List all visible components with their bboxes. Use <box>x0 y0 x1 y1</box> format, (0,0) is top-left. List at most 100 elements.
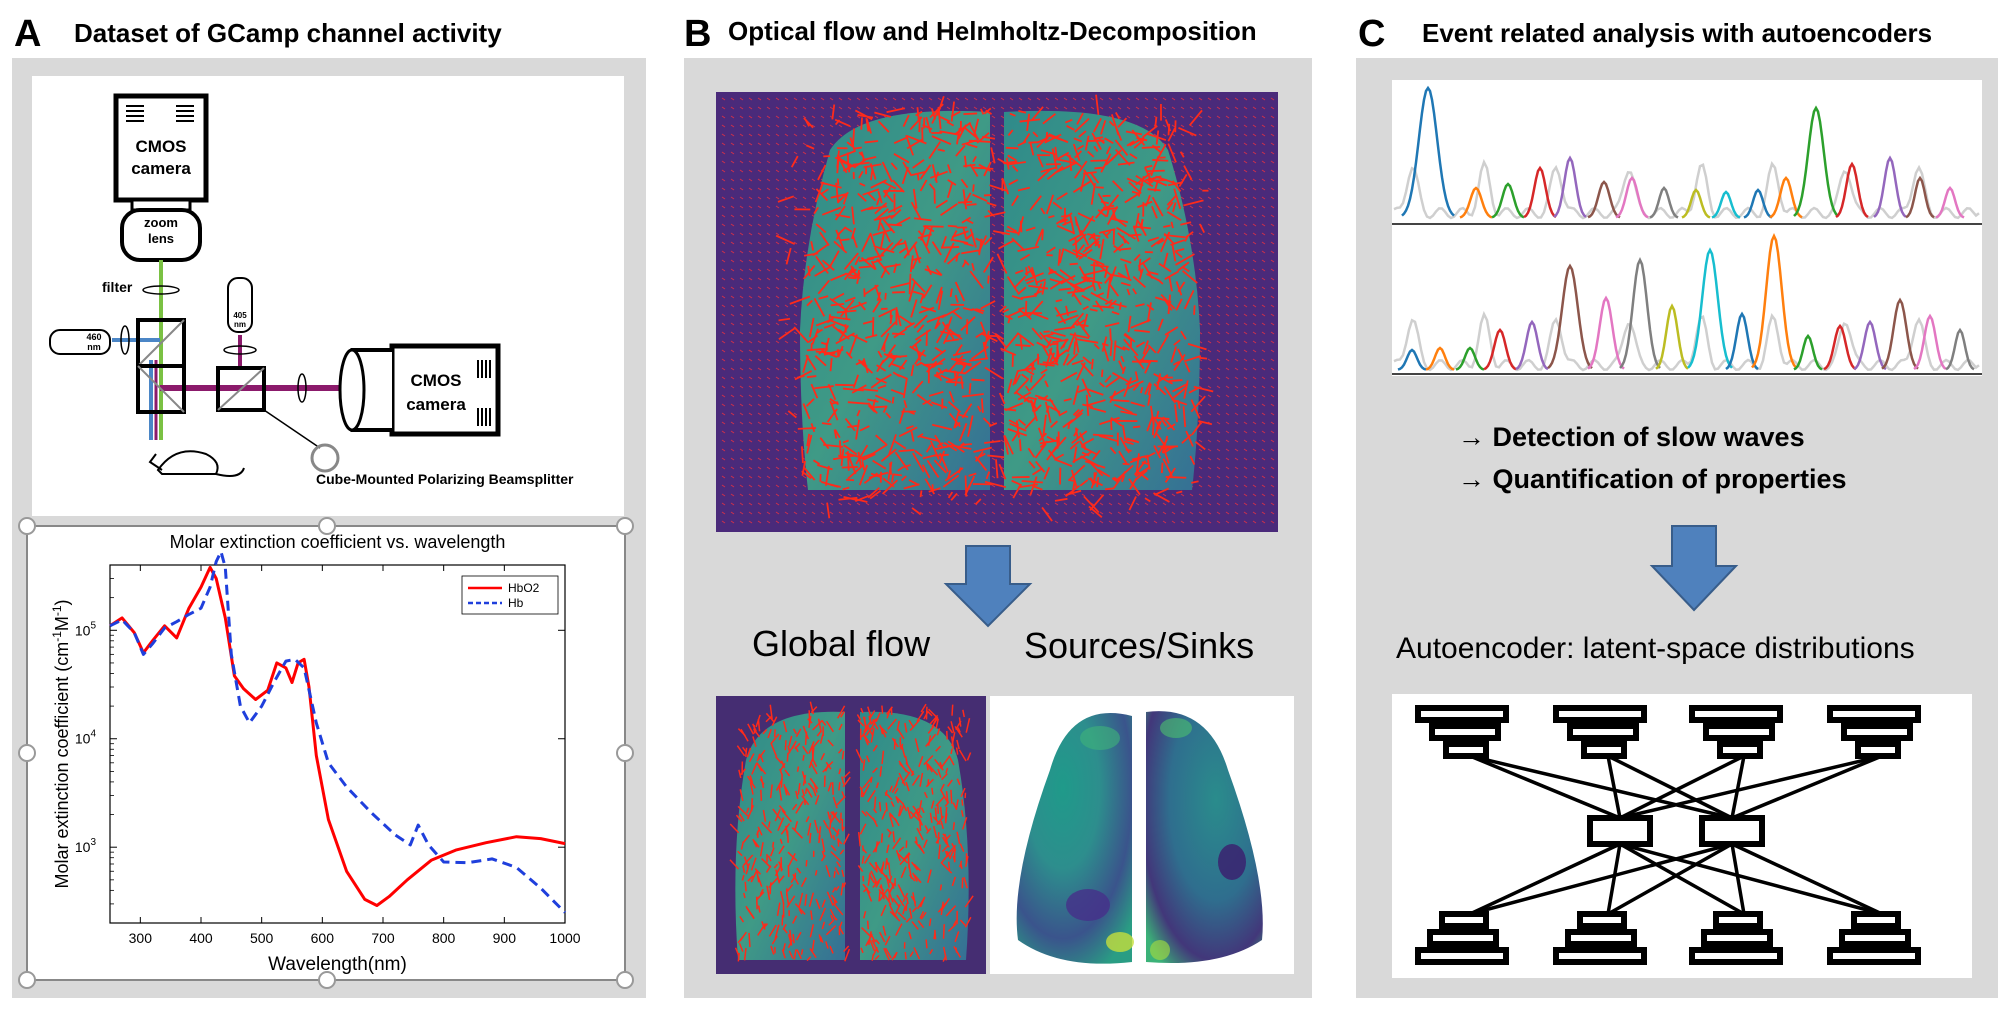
flow-arrow <box>1137 200 1153 209</box>
flow-arrow <box>1132 384 1140 391</box>
vector-mark <box>730 259 735 263</box>
vector-mark <box>991 493 996 497</box>
global-flow-arrow <box>929 812 933 823</box>
global-flow-arrow <box>786 884 794 892</box>
flow-arrow <box>1172 386 1187 399</box>
global-flow-arrow <box>895 904 901 915</box>
vector-mark <box>1270 367 1275 371</box>
global-flow-arrow <box>746 747 752 758</box>
flow-arrow <box>1173 353 1186 372</box>
panel-a-letter: A <box>14 13 41 55</box>
flow-arrow <box>1118 360 1125 372</box>
flow-arrow <box>812 459 821 465</box>
vector-mark <box>874 115 879 119</box>
vector-mark <box>1234 475 1239 479</box>
flow-arrow <box>928 390 944 397</box>
flow-arrow <box>864 140 879 144</box>
vector-mark <box>1243 493 1248 497</box>
flow-arrow <box>1035 460 1046 473</box>
sources-sinks-label: Sources/Sinks <box>1024 625 1254 666</box>
vector-mark <box>784 133 789 137</box>
flow-arrow <box>1040 207 1046 215</box>
flow-arrow <box>969 270 984 289</box>
global-flow-arrow <box>942 836 950 848</box>
flow-arrow <box>962 126 980 141</box>
vector-mark <box>1054 520 1059 524</box>
vector-mark <box>1243 115 1248 119</box>
vector-mark <box>1135 493 1140 497</box>
flow-arrow <box>901 475 907 482</box>
flow-arrow <box>962 393 984 398</box>
vector-mark <box>775 376 780 380</box>
vector-mark <box>766 106 771 110</box>
vector-mark <box>910 520 915 524</box>
flow-arrow <box>1146 302 1152 323</box>
flow-arrow <box>1111 209 1117 222</box>
vector-mark <box>730 412 735 416</box>
vector-mark <box>1225 331 1230 335</box>
vector-mark <box>748 331 753 335</box>
global-flow-arrow <box>759 842 764 857</box>
global-flow-arrow <box>793 949 797 960</box>
vector-mark <box>1270 178 1275 182</box>
global-flow-arrow <box>838 768 842 775</box>
flow-arrow <box>983 256 994 273</box>
global-flow-arrow <box>812 719 823 731</box>
vector-mark <box>721 232 726 236</box>
vector-mark <box>1261 295 1266 299</box>
vector-mark <box>1126 493 1131 497</box>
flow-arrow <box>950 492 958 501</box>
vector-mark <box>991 304 996 308</box>
flow-arrow <box>850 333 868 343</box>
vector-mark <box>730 376 735 380</box>
global-flow-arrow <box>875 861 878 873</box>
flow-arrow <box>1031 327 1043 341</box>
vector-mark <box>1180 97 1185 101</box>
flow-arrow <box>908 479 920 486</box>
vector-mark <box>1225 106 1230 110</box>
flow-arrow <box>1162 447 1170 464</box>
vector-mark <box>865 520 870 524</box>
vector-mark <box>775 187 780 191</box>
vector-mark <box>1234 430 1239 434</box>
vector-mark <box>1189 142 1194 146</box>
vector-mark <box>1261 250 1266 254</box>
vector-mark <box>1243 142 1248 146</box>
flow-arrow <box>1099 434 1119 443</box>
flow-arrow <box>885 214 891 220</box>
vector-mark <box>1207 295 1212 299</box>
vector-mark <box>766 241 771 245</box>
global-flow-arrow <box>881 750 885 765</box>
flow-arrow <box>997 240 1014 250</box>
vector-mark <box>730 169 735 173</box>
vector-mark <box>793 493 798 497</box>
vector-mark <box>721 493 726 497</box>
vector-mark <box>1207 394 1212 398</box>
vector-mark <box>1234 322 1239 326</box>
vector-mark <box>1207 277 1212 281</box>
vector-mark <box>991 133 996 137</box>
global-flow-arrow <box>928 918 932 927</box>
vector-mark <box>964 502 969 506</box>
vector-mark <box>793 331 798 335</box>
mouse-icon <box>148 450 245 477</box>
vector-mark <box>991 241 996 245</box>
global-flow-arrow <box>862 875 865 882</box>
vector-mark <box>730 304 735 308</box>
vector-mark <box>1000 403 1005 407</box>
global-flow-arrow <box>940 789 949 803</box>
global-flow-arrow <box>927 725 935 734</box>
flow-arrow <box>857 451 863 468</box>
chart-title: Molar extinction coefficient vs. wavelen… <box>170 532 506 552</box>
global-flow-arrow <box>825 720 835 733</box>
vector-mark <box>1225 97 1230 101</box>
global-flow-arrow <box>821 899 826 908</box>
right-camera <box>389 343 501 437</box>
vector-mark <box>1216 520 1221 524</box>
flow-arrow <box>851 206 855 225</box>
global-flow-arrow <box>838 723 843 731</box>
flow-arrow <box>1071 430 1088 444</box>
vector-mark <box>766 466 771 470</box>
vector-mark <box>1153 511 1158 515</box>
flow-arrow <box>1044 401 1052 423</box>
